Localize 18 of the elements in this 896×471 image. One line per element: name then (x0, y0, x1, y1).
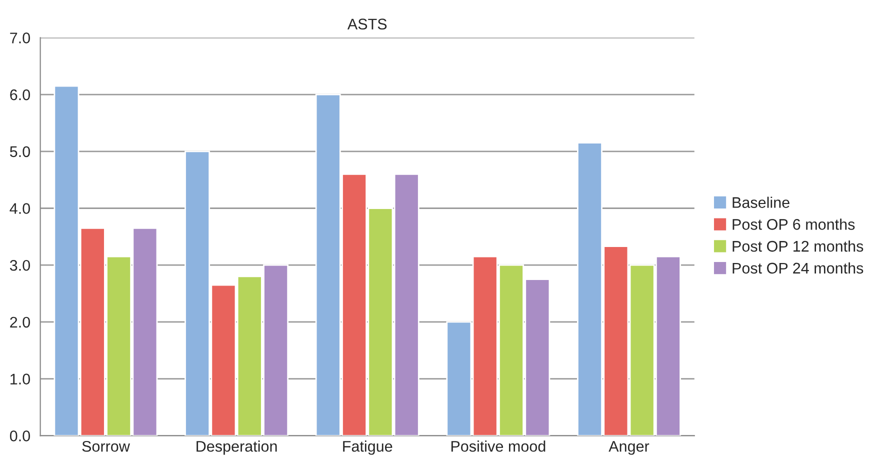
y-tick-label: 2.0 (10, 316, 30, 328)
legend-label: Post OP 24 months (732, 262, 864, 274)
y-tick-label: 3.0 (10, 260, 30, 271)
x-tick-label: Anger (608, 441, 650, 455)
y-tick-label: 4.0 (10, 203, 30, 214)
legend-label: Baseline (732, 196, 790, 208)
x-tick-label: Desperation (196, 440, 277, 455)
y-tick-label: 6.0 (10, 89, 30, 100)
x-tick-label: Sorrow (82, 440, 130, 452)
y-tick-label: 1.0 (10, 374, 30, 385)
y-tick-label: 7.0 (10, 32, 30, 44)
y-tick-label: 5.0 (10, 146, 30, 158)
legend-label: Post OP 12 months (732, 240, 864, 252)
legend-label: Post OP 6 months (732, 218, 855, 230)
x-tick-label: Positive mood (451, 440, 546, 452)
x-tick-label: Fatigue (343, 440, 392, 455)
y-tick-label: 0.0 (10, 430, 30, 442)
chart-title: ASTS (347, 18, 387, 30)
